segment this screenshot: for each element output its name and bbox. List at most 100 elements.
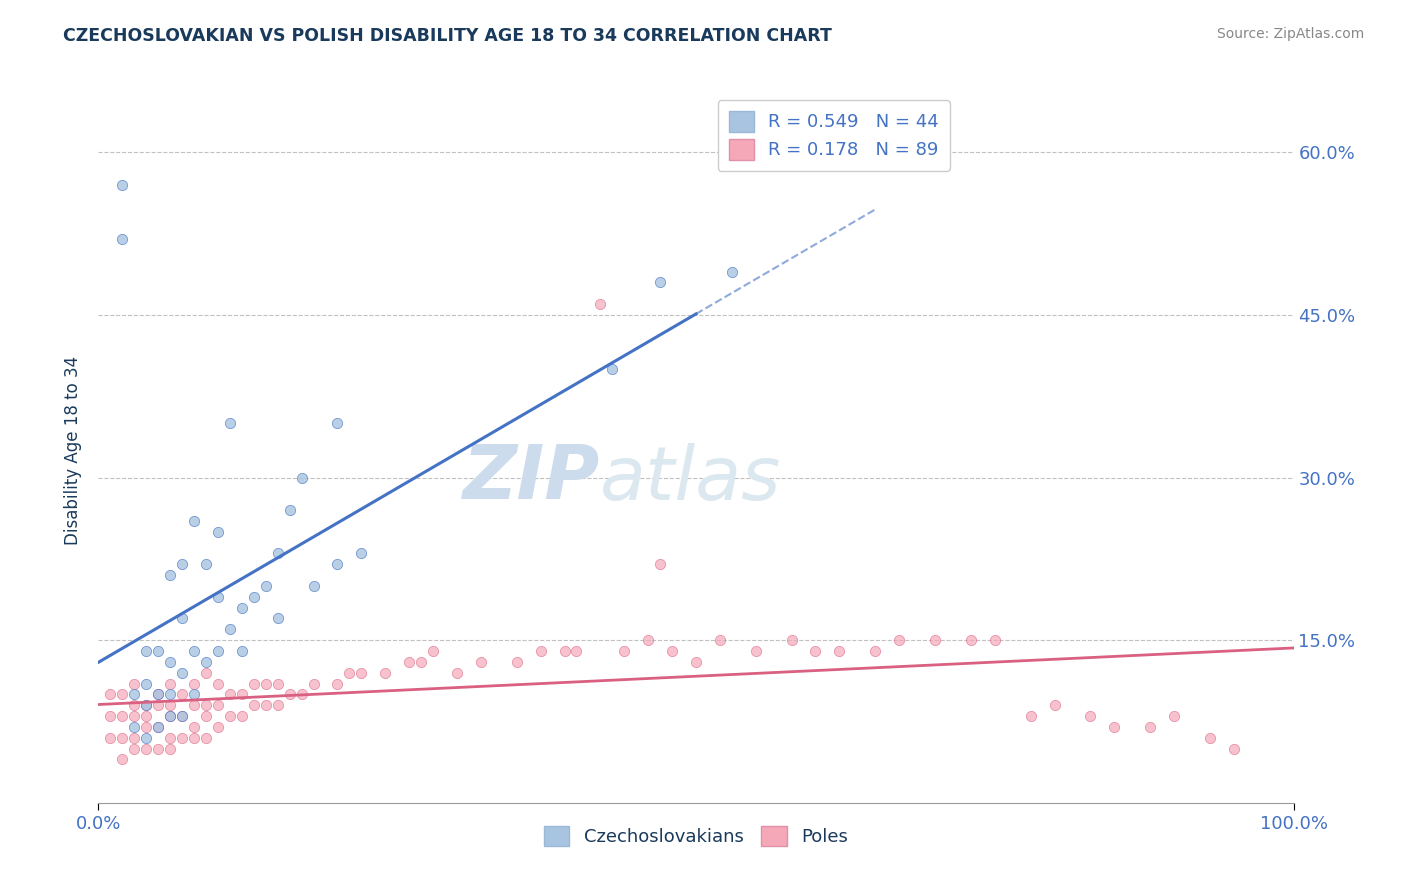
- Point: [98, 687, 122, 701]
- Point: [159, 698, 181, 713]
- Point: [111, 752, 134, 766]
- Point: [231, 644, 253, 658]
- Point: [446, 665, 468, 680]
- Text: ZIP: ZIP: [463, 442, 600, 516]
- Point: [278, 503, 301, 517]
- Point: [302, 676, 325, 690]
- Point: [148, 720, 170, 734]
- Point: [637, 633, 659, 648]
- Point: [159, 687, 181, 701]
- Point: [828, 644, 851, 658]
- Point: [470, 655, 492, 669]
- Point: [183, 687, 205, 701]
- Point: [183, 514, 205, 528]
- Point: [374, 665, 396, 680]
- Point: [350, 665, 373, 680]
- Point: [195, 665, 218, 680]
- Point: [1199, 731, 1222, 745]
- Point: [124, 698, 146, 713]
- Text: CZECHOSLOVAKIAN VS POLISH DISABILITY AGE 18 TO 34 CORRELATION CHART: CZECHOSLOVAKIAN VS POLISH DISABILITY AGE…: [63, 27, 832, 45]
- Point: [135, 731, 157, 745]
- Point: [148, 687, 170, 701]
- Y-axis label: Disability Age 18 to 34: Disability Age 18 to 34: [65, 356, 83, 545]
- Point: [254, 698, 277, 713]
- Point: [326, 558, 349, 572]
- Point: [124, 731, 146, 745]
- Point: [291, 470, 314, 484]
- Legend: Czechoslovakians, Poles: Czechoslovakians, Poles: [537, 818, 855, 854]
- Point: [98, 731, 122, 745]
- Point: [243, 698, 266, 713]
- Point: [111, 731, 134, 745]
- Point: [924, 633, 946, 648]
- Point: [648, 276, 672, 290]
- Point: [709, 633, 731, 648]
- Point: [506, 655, 529, 669]
- Point: [172, 731, 194, 745]
- Point: [172, 687, 194, 701]
- Point: [183, 731, 205, 745]
- Point: [350, 546, 373, 560]
- Point: [135, 644, 157, 658]
- Point: [159, 568, 181, 582]
- Point: [326, 417, 349, 431]
- Point: [148, 687, 170, 701]
- Point: [195, 709, 218, 723]
- Point: [1223, 741, 1246, 756]
- Point: [302, 579, 325, 593]
- Point: [339, 665, 361, 680]
- Point: [159, 741, 181, 756]
- Point: [865, 644, 887, 658]
- Point: [267, 698, 290, 713]
- Point: [267, 676, 290, 690]
- Point: [1080, 709, 1102, 723]
- Point: [254, 676, 277, 690]
- Point: [159, 709, 181, 723]
- Point: [111, 178, 134, 192]
- Point: [398, 655, 420, 669]
- Point: [207, 590, 229, 604]
- Point: [1043, 698, 1066, 713]
- Point: [243, 590, 266, 604]
- Point: [159, 655, 181, 669]
- Point: [148, 644, 170, 658]
- Point: [207, 644, 229, 658]
- Point: [98, 709, 122, 723]
- Point: [267, 611, 290, 625]
- Point: [111, 232, 134, 246]
- Point: [172, 709, 194, 723]
- Point: [207, 524, 229, 539]
- Point: [124, 687, 146, 701]
- Point: [554, 644, 576, 658]
- Point: [231, 709, 253, 723]
- Point: [745, 644, 768, 658]
- Point: [195, 655, 218, 669]
- Point: [148, 741, 170, 756]
- Point: [219, 687, 242, 701]
- Point: [135, 741, 157, 756]
- Point: [661, 644, 683, 658]
- Point: [278, 687, 301, 701]
- Point: [326, 676, 349, 690]
- Point: [565, 644, 588, 658]
- Point: [159, 709, 181, 723]
- Point: [183, 720, 205, 734]
- Point: [1019, 709, 1042, 723]
- Point: [422, 644, 444, 658]
- Point: [1139, 720, 1161, 734]
- Point: [124, 709, 146, 723]
- Point: [1104, 720, 1126, 734]
- Point: [648, 558, 672, 572]
- Point: [889, 633, 911, 648]
- Point: [183, 698, 205, 713]
- Point: [159, 676, 181, 690]
- Point: [602, 362, 624, 376]
- Text: Source: ZipAtlas.com: Source: ZipAtlas.com: [1216, 27, 1364, 41]
- Point: [685, 655, 707, 669]
- Point: [219, 709, 242, 723]
- Point: [159, 731, 181, 745]
- Point: [721, 264, 744, 278]
- Point: [124, 720, 146, 734]
- Point: [135, 720, 157, 734]
- Point: [172, 665, 194, 680]
